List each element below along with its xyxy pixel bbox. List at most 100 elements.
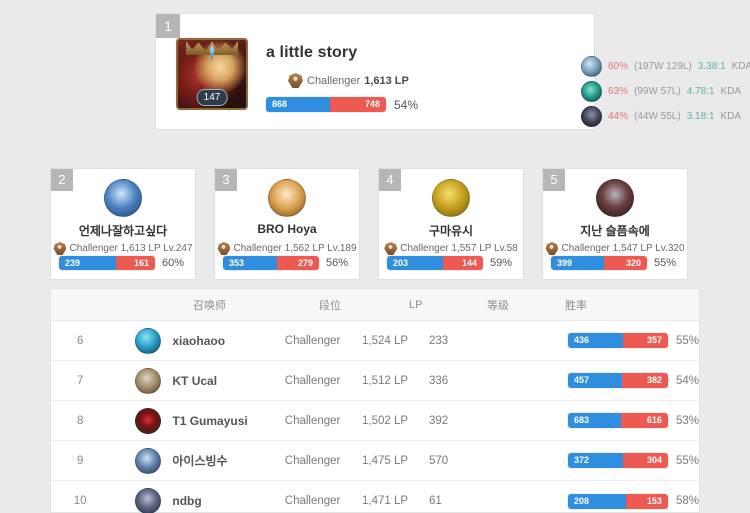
rank-1-player-card[interactable]: 1 147 a little story Challenger 1,613 LP… [155, 13, 750, 130]
row-tier: Challenger [284, 334, 341, 347]
wins-segment: 436 [567, 333, 623, 348]
lp-value: 1,613 LP [364, 74, 409, 87]
winloss-bar: 353 279 [223, 256, 319, 270]
column-header-level[interactable]: 等级 [487, 299, 509, 312]
summoner-avatar [135, 407, 162, 434]
table-row[interactable]: 10 ndbg Challenger 1,471 LP 61 208 153 5… [51, 481, 699, 513]
champion-record: (99W 57L) [634, 86, 681, 97]
row-summoner[interactable]: xiaohaoo [109, 327, 284, 354]
table-body: 6 xiaohaoo Challenger 1,524 LP 233 436 3… [51, 321, 699, 513]
rank-badge: 4 [379, 169, 401, 191]
wins-segment: 239 [59, 256, 117, 270]
rank-2-player-card[interactable]: 2 언제나잘하고싶다 Challenger 1,613 LP Lv.247 23… [50, 168, 196, 280]
winrate-value: 54% [675, 374, 699, 387]
card-winloss: 353 279 56% [223, 256, 351, 270]
row-winrate: 372 304 55% [496, 453, 699, 468]
champion-record: (197W 129L) [634, 61, 692, 72]
losses-segment: 153 [625, 493, 668, 509]
column-header-winrate[interactable]: 胜率 [565, 299, 587, 312]
card-winloss: 239 161 60% [59, 256, 187, 270]
row-tier: Challenger [284, 414, 341, 427]
gem-icon [209, 45, 215, 61]
summoner-avatar [135, 367, 162, 394]
champion-stat-row: 44% (44W 55L) 3.18:1 KDA [581, 104, 750, 129]
row-winrate: 457 382 54% [496, 373, 699, 388]
losses-segment: 279 [276, 256, 319, 270]
row-lp: 1,475 LP [362, 454, 409, 467]
winloss-bar: 239 161 [59, 256, 155, 270]
winrate-value: 53% [675, 414, 699, 427]
winloss-bar: 203 144 [387, 256, 483, 270]
column-header-lp[interactable]: LP [409, 298, 423, 311]
wins-segment: 399 [551, 256, 605, 270]
champion-portrait: 147 [176, 38, 248, 110]
losses-segment: 382 [622, 373, 668, 388]
winloss-bar: 372 304 [567, 453, 668, 468]
card-winloss: 203 144 59% [387, 256, 515, 270]
wins-segment: 353 [223, 256, 277, 270]
tier-row: Challenger 1,613 LP Lv.247 [51, 242, 195, 255]
winrate-value: 54% [394, 97, 419, 112]
summoner-name[interactable]: 구마유시 [428, 224, 474, 238]
wins-segment: 203 [387, 256, 444, 270]
row-summoner[interactable]: KT Ucal [109, 367, 284, 394]
row-lp: 1,471 LP [362, 495, 409, 507]
summoner-name[interactable]: 아이스빙수 [172, 454, 228, 468]
rank-badge: 2 [51, 169, 73, 191]
winrate-value: 58% [675, 495, 699, 507]
winrate-value: 59% [490, 257, 513, 269]
row-level: 392 [429, 414, 449, 427]
row-summoner[interactable]: 아이스빙수 [109, 447, 284, 474]
table-row[interactable]: 6 xiaohaoo Challenger 1,524 LP 233 436 3… [51, 321, 699, 361]
champion-stat-row: 63% (99W 57L) 4.78:1 KDA [581, 79, 750, 104]
row-rank: 6 [76, 334, 84, 347]
rank-3-player-card[interactable]: 3 BRO Hoya Challenger 1,562 LP Lv.189 35… [214, 168, 360, 280]
summoner-name[interactable]: KT Ucal [172, 373, 218, 388]
rank-5-player-card[interactable]: 5 지난 슬픔속에 Challenger 1,547 LP Lv.320 399… [542, 168, 688, 280]
wins-segment: 868 [266, 97, 331, 112]
column-header-tier[interactable]: 段位 [319, 299, 341, 312]
row-winrate: 436 357 55% [496, 333, 699, 348]
summoner-name[interactable]: 지난 슬픔속에 [580, 224, 650, 238]
table-row[interactable]: 8 T1 Gumayusi Challenger 1,502 LP 392 68… [51, 401, 699, 441]
summoner-name[interactable]: ndbg [172, 494, 202, 508]
champion-winrate: 60% [608, 61, 629, 72]
champion-icon [581, 56, 602, 77]
row-lp: 1,502 LP [362, 414, 409, 427]
summoner-name[interactable]: 언제나잘하고싶다 [78, 224, 168, 238]
summoner-avatar [135, 488, 162, 513]
wins-segment: 372 [567, 453, 623, 468]
champion-icon [581, 81, 602, 102]
rank-4-player-card[interactable]: 4 구마유시 Challenger 1,557 LP Lv.58 203 144… [378, 168, 524, 280]
table-row[interactable]: 9 아이스빙수 Challenger 1,475 LP 570 372 304 … [51, 441, 699, 481]
row-summoner[interactable]: T1 Gumayusi [109, 407, 284, 434]
column-header-summoner[interactable]: 召唤师 [193, 299, 226, 312]
losses-segment: 161 [116, 256, 155, 270]
champion-kda: 3.18:1 [686, 111, 715, 122]
summoner-name[interactable]: xiaohaoo [172, 333, 226, 348]
summoner-name[interactable]: BRO Hoya [257, 222, 317, 236]
row-level: 570 [429, 454, 449, 467]
champion-winrate: 44% [608, 111, 629, 122]
losses-segment: 748 [330, 97, 386, 112]
row-winrate: 208 153 58% [496, 493, 699, 509]
losses-segment: 357 [622, 333, 668, 348]
table-header-row: 召唤师 段位 LP 等级 胜率 [51, 289, 699, 321]
wins-segment: 208 [567, 493, 626, 509]
table-row[interactable]: 7 KT Ucal Challenger 1,512 LP 336 457 38… [51, 361, 699, 401]
summoner-avatar [135, 327, 162, 354]
champion-stat-row: 60% (197W 129L) 3.38:1 KDA [581, 54, 750, 79]
hero-info: a little story Challenger 1,613 LP [266, 44, 446, 88]
losses-segment: 320 [604, 256, 647, 270]
row-summoner[interactable]: ndbg [109, 488, 284, 513]
challenger-emblem-icon [384, 242, 398, 255]
summoner-name[interactable]: T1 Gumayusi [172, 413, 248, 428]
row-tier: Challenger [284, 495, 341, 507]
tier-row: Challenger 1,562 LP Lv.189 [215, 242, 359, 255]
summoner-name[interactable]: a little story [266, 44, 358, 61]
winloss-bar: 436 357 [567, 333, 668, 348]
summoner-avatar [135, 447, 162, 474]
champion-record: (44W 55L) [634, 111, 681, 122]
winloss-bar: 868 748 [266, 97, 386, 112]
